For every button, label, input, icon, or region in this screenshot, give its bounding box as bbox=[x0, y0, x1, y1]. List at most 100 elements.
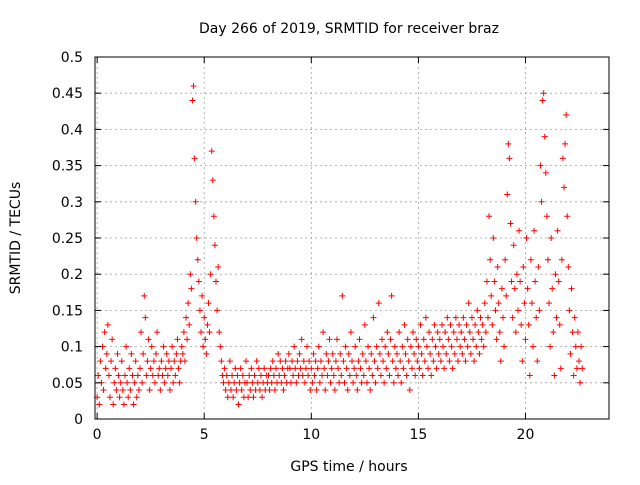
data-point bbox=[546, 300, 553, 307]
y-tick-label: 0.1 bbox=[61, 340, 83, 356]
data-point bbox=[353, 372, 360, 379]
data-point bbox=[311, 372, 318, 379]
data-point bbox=[350, 379, 357, 386]
data-point bbox=[356, 336, 363, 343]
data-point bbox=[111, 379, 118, 386]
data-point bbox=[422, 314, 429, 321]
data-point bbox=[459, 350, 466, 357]
data-point bbox=[566, 307, 573, 314]
data-point bbox=[190, 82, 197, 89]
data-point bbox=[451, 350, 458, 357]
data-point bbox=[222, 387, 229, 394]
data-point bbox=[158, 358, 165, 365]
data-point bbox=[113, 387, 120, 394]
data-point bbox=[498, 285, 505, 292]
data-point bbox=[226, 358, 233, 365]
data-point bbox=[322, 387, 329, 394]
data-point bbox=[334, 336, 341, 343]
data-point bbox=[434, 329, 441, 336]
data-point bbox=[381, 379, 388, 386]
data-point bbox=[102, 365, 109, 372]
data-point bbox=[168, 365, 175, 372]
data-point bbox=[276, 372, 283, 379]
data-point bbox=[452, 314, 459, 321]
data-point bbox=[570, 372, 577, 379]
data-point bbox=[316, 379, 323, 386]
data-point bbox=[227, 387, 234, 394]
data-point bbox=[362, 358, 369, 365]
data-point bbox=[571, 314, 578, 321]
data-point bbox=[171, 358, 178, 365]
data-point bbox=[331, 387, 338, 394]
data-point bbox=[100, 387, 107, 394]
data-point bbox=[556, 321, 563, 328]
data-point bbox=[305, 372, 312, 379]
data-point bbox=[480, 343, 487, 350]
data-point bbox=[236, 379, 243, 386]
data-point bbox=[474, 307, 481, 314]
data-point bbox=[225, 379, 232, 386]
data-point bbox=[578, 343, 585, 350]
data-point bbox=[256, 387, 263, 394]
data-point bbox=[517, 278, 524, 285]
data-point bbox=[432, 343, 439, 350]
data-point bbox=[124, 379, 131, 386]
data-point bbox=[493, 336, 500, 343]
data-point bbox=[577, 379, 584, 386]
data-point bbox=[372, 379, 379, 386]
data-point bbox=[290, 372, 297, 379]
data-point bbox=[275, 350, 282, 357]
data-point bbox=[242, 358, 249, 365]
data-point bbox=[453, 336, 460, 343]
data-point bbox=[392, 365, 399, 372]
data-point bbox=[160, 343, 167, 350]
data-point bbox=[314, 365, 321, 372]
data-point bbox=[471, 358, 478, 365]
data-point bbox=[301, 379, 308, 386]
data-point bbox=[404, 336, 411, 343]
data-point bbox=[306, 358, 313, 365]
data-point bbox=[504, 191, 511, 198]
data-point bbox=[221, 365, 228, 372]
data-point bbox=[347, 329, 354, 336]
data-point bbox=[555, 278, 562, 285]
data-point bbox=[421, 358, 428, 365]
data-point bbox=[552, 271, 559, 278]
data-point bbox=[435, 350, 442, 357]
data-point bbox=[390, 379, 397, 386]
data-point bbox=[232, 365, 239, 372]
data-point bbox=[446, 358, 453, 365]
data-point bbox=[487, 256, 494, 263]
data-point bbox=[411, 350, 418, 357]
data-point bbox=[378, 336, 385, 343]
data-point bbox=[206, 329, 213, 336]
data-point bbox=[255, 365, 262, 372]
data-point bbox=[465, 300, 472, 307]
data-point bbox=[95, 372, 102, 379]
data-point bbox=[115, 372, 122, 379]
data-point bbox=[447, 321, 454, 328]
data-point bbox=[205, 300, 212, 307]
data-point bbox=[508, 278, 515, 285]
data-point bbox=[298, 336, 305, 343]
data-point bbox=[321, 365, 328, 372]
data-point bbox=[335, 365, 342, 372]
data-point bbox=[184, 336, 191, 343]
data-point bbox=[250, 394, 257, 401]
data-point bbox=[201, 314, 208, 321]
data-point bbox=[510, 242, 517, 249]
data-point bbox=[383, 365, 390, 372]
data-point bbox=[248, 365, 255, 372]
data-point bbox=[200, 343, 207, 350]
data-point bbox=[289, 358, 296, 365]
data-point bbox=[106, 394, 113, 401]
data-point bbox=[425, 365, 432, 372]
data-point bbox=[358, 379, 365, 386]
data-point bbox=[387, 336, 394, 343]
data-point bbox=[437, 358, 444, 365]
x-tick-label: 0 bbox=[93, 427, 102, 443]
data-point bbox=[175, 365, 182, 372]
data-point bbox=[173, 350, 180, 357]
data-point bbox=[156, 365, 163, 372]
